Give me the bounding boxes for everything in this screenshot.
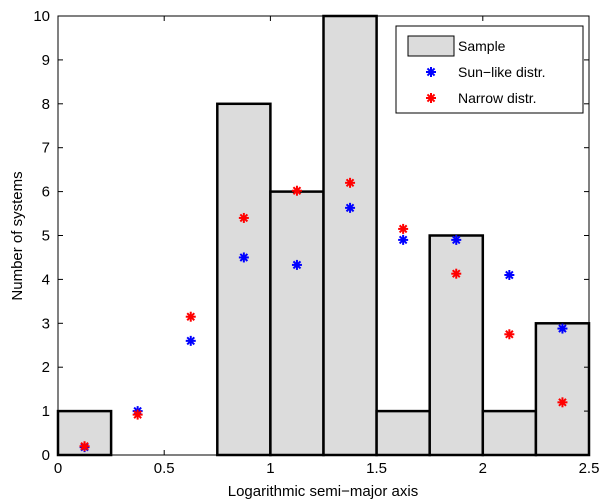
ticks-layer: 0 0.5 1 1.5 2 2.5 0 1 2 3 4 5 6 7 8 9 10 [33, 8, 599, 477]
y-tick-label: 2 [42, 359, 50, 376]
narrow-marker [291, 185, 302, 196]
sun-like-marker [398, 234, 409, 245]
legend-marker [426, 93, 436, 103]
sun-like-marker [504, 270, 515, 281]
y-tick-label: 10 [33, 8, 50, 25]
legend-items: Sample Sun−like distr. Narrow distr. [407, 35, 546, 106]
y-tick-label: 6 [42, 184, 50, 201]
legend-label: Narrow distr. [458, 90, 537, 106]
legend-marker [426, 67, 436, 77]
y-tick-label: 9 [42, 52, 50, 69]
sun-like-marker [291, 259, 302, 270]
legend: Sample Sun−like distr. Narrow distr. [395, 25, 584, 114]
y-axis-label: Number of systems [9, 171, 26, 300]
narrow-marker [557, 397, 568, 408]
legend-swatch [407, 35, 455, 57]
histogram-bar [322, 14, 378, 457]
x-axis-label: Logarithmic semi−major axis [228, 483, 418, 500]
x-tick-label: 0.5 [154, 460, 175, 477]
narrow-marker [504, 329, 515, 340]
legend-label: Sun−like distr. [458, 64, 546, 80]
markers-layer [79, 177, 568, 453]
x-tick-label: 1.5 [366, 460, 387, 477]
x-tick-label: 1 [266, 460, 274, 477]
histogram-bar [216, 102, 272, 457]
narrow-marker [79, 441, 90, 452]
y-tick-label: 8 [42, 96, 50, 113]
sun-like-marker [557, 323, 568, 334]
narrow-marker [398, 223, 409, 234]
y-tick-label: 0 [42, 447, 50, 464]
x-tick-label: 2.5 [579, 460, 600, 477]
narrow-marker [132, 409, 143, 420]
histogram-bar [269, 190, 325, 457]
histogram-bar [375, 409, 431, 457]
narrow-marker [238, 212, 249, 223]
legend-label: Sample [458, 38, 506, 54]
narrow-marker [185, 311, 196, 322]
y-tick-label: 4 [42, 271, 50, 288]
histogram-bar [428, 234, 485, 457]
sun-like-marker [451, 234, 462, 245]
y-tick-label: 7 [42, 140, 50, 157]
x-tick-label: 2 [479, 460, 487, 477]
narrow-marker [451, 268, 462, 279]
x-tick-label: 0 [54, 460, 62, 477]
sun-like-marker [238, 252, 249, 263]
sun-like-marker [185, 335, 196, 346]
histogram-bar [534, 322, 591, 457]
histogram-bar [481, 409, 538, 457]
sun-like-marker [345, 202, 356, 213]
y-tick-label: 5 [42, 228, 50, 245]
y-tick-label: 3 [42, 315, 50, 332]
y-tick-label: 1 [42, 403, 50, 420]
narrow-marker [345, 177, 356, 188]
